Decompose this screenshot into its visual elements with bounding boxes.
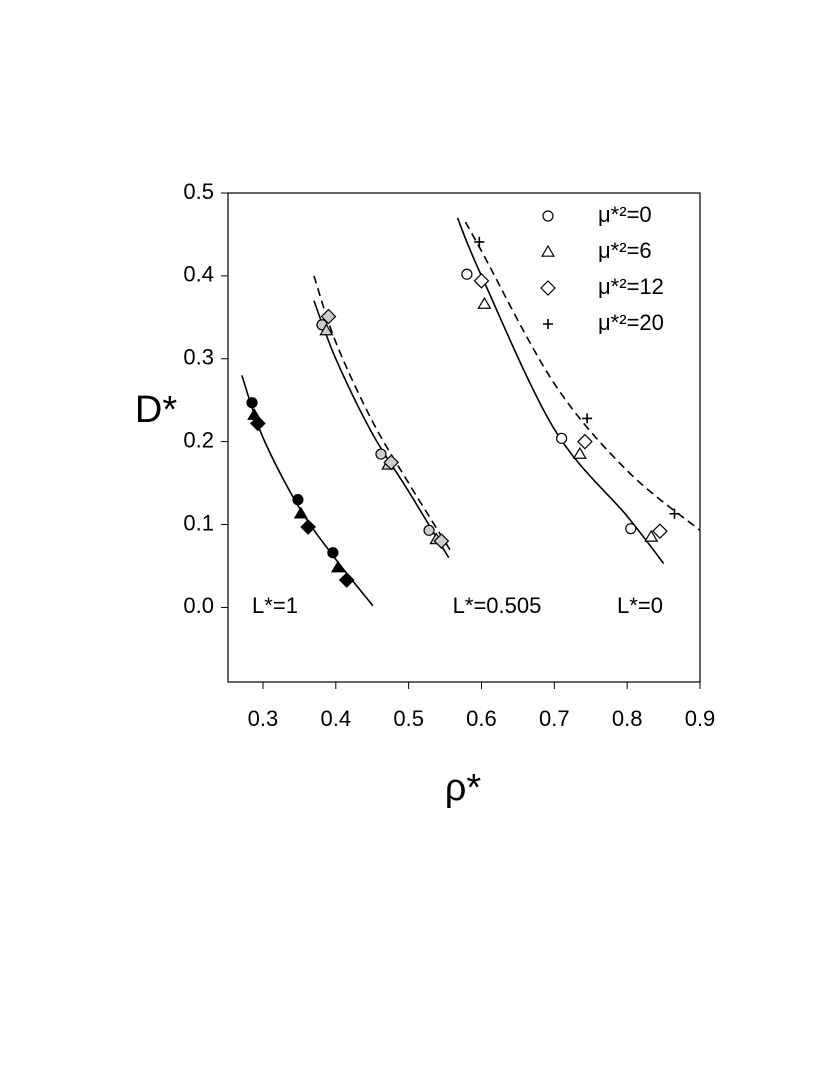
marker-diamond (250, 415, 266, 432)
marker-diamond (383, 454, 400, 471)
marker-circle (292, 494, 304, 506)
marker-diamond (300, 519, 316, 535)
legend-label: μ*²=12 (598, 274, 664, 299)
group-label: L*=1 (252, 593, 298, 618)
y-tick-label: 0.5 (183, 179, 214, 204)
fit-curve (464, 221, 701, 531)
legend-label: μ*²=0 (598, 202, 652, 227)
fit-curve (313, 275, 454, 554)
marker-diamond (473, 273, 490, 289)
legend-label: μ*²=6 (598, 238, 652, 263)
marker-circle (246, 397, 258, 409)
marker-triangle (293, 506, 308, 519)
legend-symbol (540, 280, 556, 296)
marker-triangle (644, 529, 659, 542)
plot-frame (227, 192, 701, 683)
y-tick-label: 0.0 (183, 593, 214, 618)
marker-plus (474, 236, 485, 247)
x-tick-label: 0.8 (612, 706, 643, 731)
x-axis-label: ρ* (445, 767, 482, 809)
marker-circle (375, 448, 387, 460)
marker-triangle (319, 323, 334, 336)
x-tick-label: 0.7 (539, 706, 570, 731)
marker-diamond (577, 433, 593, 450)
legend-symbol (540, 244, 556, 257)
x-tick-label: 0.4 (321, 706, 352, 731)
group-label: L*=0 (617, 593, 663, 618)
marker-diamond (652, 523, 668, 540)
legend-label: μ*²=20 (598, 310, 664, 335)
y-tick-label: 0.3 (183, 345, 214, 370)
marker-triangle (477, 296, 492, 309)
fit-curve (456, 217, 665, 564)
marker-triangle (572, 446, 587, 459)
y-tick-label: 0.1 (183, 510, 214, 535)
marker-circle (625, 523, 637, 535)
marker-diamond (338, 572, 355, 588)
group-label: L*=0.505 (453, 593, 542, 618)
marker-circle (327, 547, 339, 559)
y-axis-label: D* (135, 389, 177, 431)
y-tick-label: 0.4 (183, 262, 214, 287)
y-tick-label: 0.2 (183, 427, 214, 452)
x-tick-label: 0.3 (248, 706, 279, 731)
fit-curve (241, 375, 374, 607)
marker-triangle (330, 560, 346, 573)
x-tick-label: 0.9 (685, 706, 716, 731)
marker-diamond (320, 308, 337, 325)
legend-symbol (542, 210, 554, 222)
legend-symbol (543, 319, 553, 329)
marker-circle (461, 268, 473, 280)
x-tick-label: 0.6 (466, 706, 497, 731)
marker-plus (582, 413, 593, 424)
marker-diamond (433, 533, 450, 549)
x-tick-label: 0.5 (393, 706, 424, 731)
fit-curve (313, 300, 450, 559)
marker-circle (423, 524, 435, 536)
marker-circle (556, 432, 568, 444)
marker-plus (669, 508, 680, 519)
